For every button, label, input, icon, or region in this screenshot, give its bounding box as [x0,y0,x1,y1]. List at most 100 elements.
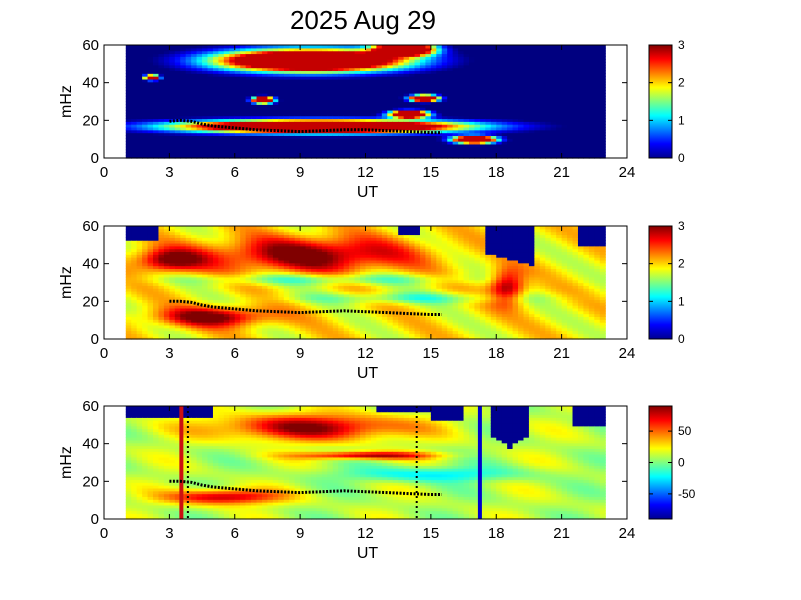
heatmap-cell [272,333,279,337]
heatmap-cell [207,78,214,83]
heatmap-cell [212,333,220,337]
heatmap-cell [474,84,481,88]
heatmap-cell [185,336,192,340]
heatmap-cell [528,112,535,117]
heatmap-cell [125,73,132,77]
heatmap-cell [158,228,165,233]
heatmap-cell [158,104,165,108]
heatmap-cell [577,81,585,86]
heatmap-cell [311,237,318,241]
heatmap-cell [163,276,170,281]
heatmap-cell [300,248,307,253]
heatmap-cell [392,47,399,52]
heatmap-cell [272,45,279,49]
heatmap-cell [300,226,307,230]
heatmap-cell [131,231,138,236]
heatmap-cell [539,78,546,83]
heatmap-cell [185,237,192,241]
heatmap-cell [392,109,399,114]
heatmap-cell [458,143,465,148]
heatmap-cell [267,324,274,329]
heatmap-cell [218,276,225,281]
heatmap-cell [523,115,530,120]
heatmap-cell [267,67,274,72]
heatmap-cell [294,64,301,69]
heatmap-cell [153,299,160,303]
heatmap-cell [223,61,230,66]
heatmap-cell [283,302,290,306]
heatmap-cell [479,76,486,80]
heatmap-cell [518,155,525,159]
heatmap-cell [419,76,427,80]
heatmap-cell [463,143,470,148]
heatmap-cell [425,64,432,69]
heatmap-cell [158,64,165,69]
heatmap-cell [567,87,574,91]
heatmap-cell [278,251,285,255]
heatmap-cell [545,53,552,57]
heatmap-cell [414,146,421,151]
heatmap-cell [251,242,258,247]
heatmap-cell [158,132,165,136]
heatmap-cell [158,248,165,253]
heatmap-cell [142,146,149,151]
heatmap-cell [436,146,443,151]
heatmap-cell [169,310,176,315]
heatmap-cell [147,101,154,105]
heatmap-cell [245,64,252,69]
heatmap-cell [202,296,209,301]
heatmap-cell [240,316,247,320]
heatmap-cell [153,242,160,247]
heatmap-cell [370,121,377,125]
heatmap-cell [523,141,530,145]
heatmap-cell [278,330,285,334]
heatmap-cell [163,268,170,272]
heatmap-cell [163,84,170,88]
heatmap-cell [327,93,334,97]
heatmap-cell [245,126,252,131]
heatmap-cell [447,115,454,120]
heatmap-cell [240,282,247,286]
heatmap-cell [419,90,427,94]
heatmap-cell [381,45,388,49]
heatmap-cell [469,118,476,122]
heatmap-cell [256,274,263,278]
heatmap-cell [349,53,356,57]
heatmap-cell [365,135,372,139]
heatmap-cell [191,124,198,128]
heatmap-cell [180,107,187,111]
heatmap-cell [594,101,601,105]
heatmap-cell [545,138,552,142]
heatmap-cell [458,87,465,91]
heatmap-cell [125,59,132,63]
heatmap-cell [185,121,192,125]
x-tick-label: 6 [231,164,239,181]
heatmap-cell [158,242,165,247]
heatmap-cell [196,78,203,83]
heatmap-cell [212,115,220,120]
heatmap-cell [305,149,312,153]
heatmap-cell [147,336,154,340]
heatmap-cell [539,109,546,114]
heatmap-cell [594,56,601,60]
heatmap-cell [360,138,367,142]
heatmap-cell [469,47,476,52]
heatmap-cell [158,50,165,55]
heatmap-cell [142,240,149,244]
heatmap-cell [289,322,296,326]
heatmap-cell [360,93,367,97]
heatmap-cell [283,50,290,55]
heatmap-cell [261,61,269,66]
heatmap-cell [458,47,465,52]
heatmap-cell [136,93,143,97]
heatmap-cell [207,248,214,253]
heatmap-cell [169,84,176,88]
heatmap-cell [561,67,568,72]
heatmap-cell [316,319,323,323]
heatmap-cell [392,70,399,74]
heatmap-cell [169,268,176,272]
heatmap-cell [305,257,312,261]
heatmap-cell [202,254,209,258]
heatmap-cell [294,279,301,284]
heatmap-cell [381,67,388,72]
